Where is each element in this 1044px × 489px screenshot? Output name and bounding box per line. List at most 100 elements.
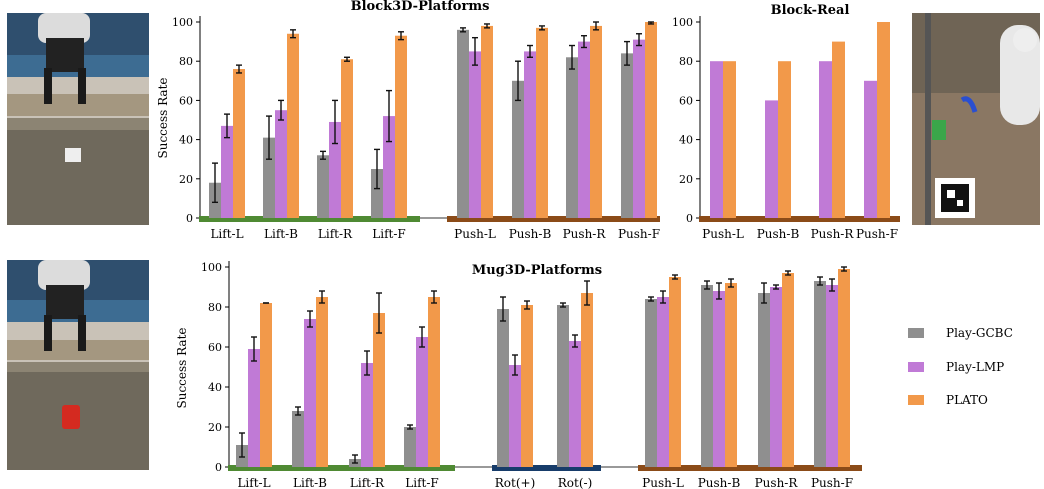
chart-title: Block-Real (771, 3, 850, 18)
x-tick-label: Push-B (698, 476, 741, 489)
bar-play-lmp-push-l (469, 51, 481, 219)
legend-swatch-play-lmp (908, 362, 924, 372)
y-tick-label: 100 (201, 261, 222, 274)
bar-plato-push-f (645, 22, 657, 218)
bar-play-lmp-lift-l (248, 349, 260, 467)
x-tick-label: Lift-B (264, 227, 298, 241)
x-tick-label: Push-L (454, 227, 496, 241)
bar-play-gcbc-push-f (621, 53, 633, 218)
x-tick-label: Push-L (642, 476, 684, 489)
bar-play-gcbc-lift-b (292, 411, 304, 467)
bar-plato-push-l (669, 277, 681, 467)
bar-play-gcbc-push-f (814, 281, 826, 467)
y-tick-label: 100 (172, 16, 193, 29)
bar-play-gcbc-lift-f (371, 169, 383, 218)
bar-play-lmp-lift-b (304, 319, 316, 467)
block3d-platforms-chart: Block3D-Platforms Success Rate 0 20 40 60 80… (156, 0, 660, 241)
bar-plato-push-b (536, 27, 548, 218)
real-robot-scene-photo (912, 13, 1040, 225)
bar-play-lmp-push-b (765, 100, 778, 218)
y-tick-label: 20 (679, 173, 693, 186)
legend-label-play-gcbc: Play-GCBC (946, 326, 1013, 340)
bar-play-gcbc-rot (557, 305, 569, 467)
bar-play-gcbc-push-r (566, 57, 578, 218)
bar-plato-rot (581, 293, 593, 467)
y-tick-label: 20 (179, 173, 193, 186)
bar-play-lmp-push-r (578, 41, 590, 218)
bar-play-gcbc-lift-f (404, 427, 416, 467)
bar-play-lmp-push-l (657, 297, 669, 467)
legend-label-play-lmp: Play-LMP (946, 360, 1004, 374)
x-tick-label: Push-B (509, 227, 552, 241)
y-tick-label: 40 (179, 134, 193, 147)
group-bar-push (447, 216, 660, 222)
bar-plato-rot (521, 305, 533, 467)
bar-plato-lift-r (373, 313, 385, 467)
y-axis-label: Success Rate (156, 77, 170, 158)
y-axis-label: Success Rate (175, 327, 189, 408)
bar-play-lmp-rot (569, 341, 581, 467)
sim-mug-scene-photo (7, 260, 149, 470)
bar-play-gcbc-push-b (512, 80, 524, 218)
bar-play-lmp-push-f (826, 285, 838, 467)
x-tick-label: Push-R (811, 227, 855, 241)
bar-plato-lift-l (260, 303, 272, 467)
bar-plato-lift-b (316, 297, 328, 467)
y-tick-label: 60 (179, 94, 193, 107)
x-tick-label: Lift-L (237, 476, 270, 489)
bar-play-lmp-rot (509, 365, 521, 467)
bar-play-lmp-push-f (864, 80, 877, 218)
x-tick-label: Lift-L (210, 227, 243, 241)
y-tick-label: 40 (679, 134, 693, 147)
bar-plato-push-r (782, 273, 794, 467)
bar-plato-push-f (838, 269, 850, 467)
sim-block-scene-photo (7, 13, 149, 225)
y-tick-label: 20 (208, 421, 222, 434)
y-tick-label: 80 (179, 55, 193, 68)
x-tick-label: Lift-F (405, 476, 438, 489)
bar-play-lmp-lift-r (329, 121, 341, 218)
group-bar-lift (228, 465, 455, 471)
y-tick-label: 80 (679, 55, 693, 68)
group-bar-push (699, 216, 900, 222)
bar-play-lmp-push-f (633, 39, 645, 218)
bar-play-lmp-push-b (713, 291, 725, 467)
x-tick-label: Lift-R (350, 476, 385, 489)
x-tick-label: Lift-B (293, 476, 327, 489)
mug-icon (62, 405, 80, 429)
bar-plato-push-r (590, 25, 602, 219)
bar-plato-push-l (723, 61, 736, 219)
bar-play-lmp-lift-l (221, 125, 233, 218)
x-tick-label: Push-R (563, 227, 607, 241)
y-tick-label: 100 (672, 16, 693, 29)
bar-play-gcbc-lift-b (263, 137, 275, 218)
x-tick-label: Push-B (757, 227, 800, 241)
green-blocks-icon (932, 120, 946, 140)
bar-play-lmp-push-b (524, 51, 536, 219)
bar-plato-lift-r (341, 59, 353, 218)
x-tick-label: Lift-F (372, 227, 405, 241)
bar-play-lmp-lift-f (416, 337, 428, 467)
bar-plato-lift-f (428, 297, 440, 467)
x-tick-label: Rot(-) (558, 476, 593, 489)
x-tick-label: Push-R (755, 476, 799, 489)
legend-swatch-plato (908, 395, 924, 405)
y-tick-label: 60 (208, 341, 222, 354)
x-tick-label: Push-F (618, 227, 660, 241)
x-tick-label: Lift-R (318, 227, 353, 241)
bar-plato-push-b (725, 283, 737, 467)
x-tick-label: Rot(+) (495, 476, 536, 489)
x-tick-label: Push-F (856, 227, 898, 241)
bar-play-gcbc-push-r (758, 293, 770, 467)
bar-play-gcbc-push-l (645, 299, 657, 467)
legend-label-plato: PLATO (946, 393, 988, 407)
chart-title: Block3D-Platforms (351, 0, 490, 14)
bar-play-lmp-lift-r (361, 363, 373, 467)
x-tick-label: Push-L (702, 227, 744, 241)
bar-play-gcbc-push-b (701, 285, 713, 467)
bar-play-gcbc-rot (497, 309, 509, 467)
block-real-chart: Block-Real 0 20 40 60 80 100 Push-L Push-B Push-… (672, 3, 900, 241)
bar-plato-push-r (832, 41, 845, 218)
bar-play-lmp-push-r (819, 61, 832, 219)
